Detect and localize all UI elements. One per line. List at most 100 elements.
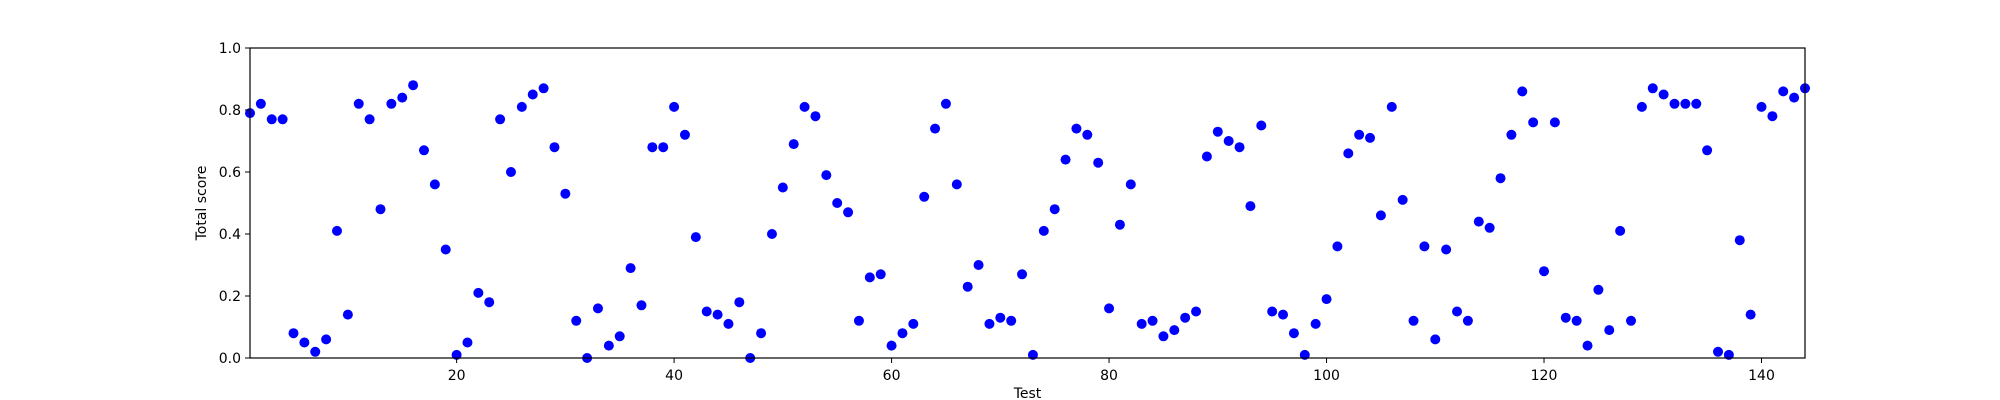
data-point bbox=[1441, 244, 1452, 255]
data-point bbox=[1495, 173, 1506, 184]
data-point bbox=[538, 83, 549, 94]
data-point bbox=[549, 142, 560, 153]
data-point bbox=[984, 318, 995, 329]
data-point bbox=[1636, 101, 1647, 112]
data-point bbox=[1539, 266, 1550, 277]
data-point bbox=[255, 98, 266, 109]
data-point bbox=[679, 129, 690, 140]
data-point bbox=[1332, 241, 1343, 252]
data-points bbox=[245, 80, 1810, 363]
data-point bbox=[1038, 225, 1049, 236]
data-point bbox=[1669, 98, 1680, 109]
data-point bbox=[1060, 154, 1071, 165]
data-point bbox=[636, 300, 647, 311]
data-point bbox=[1658, 89, 1669, 100]
data-point bbox=[321, 334, 332, 345]
data-point bbox=[1560, 312, 1571, 323]
data-point bbox=[1756, 101, 1767, 112]
data-point bbox=[571, 315, 582, 326]
data-point bbox=[669, 101, 680, 112]
data-point bbox=[647, 142, 658, 153]
data-point bbox=[1017, 269, 1028, 280]
data-point bbox=[440, 244, 451, 255]
y-tick-label: 0.6 bbox=[219, 165, 241, 181]
data-point bbox=[614, 331, 625, 342]
data-point bbox=[908, 318, 919, 329]
data-point bbox=[1169, 325, 1180, 336]
data-point bbox=[1201, 151, 1212, 162]
x-tick-label: 100 bbox=[1313, 368, 1340, 384]
data-point bbox=[408, 80, 419, 91]
data-point bbox=[788, 139, 799, 150]
data-point bbox=[1321, 294, 1332, 305]
data-point bbox=[962, 281, 973, 292]
data-point bbox=[930, 123, 941, 134]
data-point bbox=[799, 101, 810, 112]
data-point bbox=[832, 198, 843, 208]
data-point bbox=[592, 303, 603, 314]
data-point bbox=[1734, 235, 1745, 246]
data-point bbox=[1582, 340, 1593, 351]
y-tick-label: 0.8 bbox=[219, 103, 241, 119]
data-point bbox=[1745, 309, 1756, 320]
data-point bbox=[1310, 318, 1321, 329]
data-point bbox=[603, 340, 614, 351]
data-point bbox=[1354, 129, 1365, 140]
data-point bbox=[1343, 148, 1354, 159]
data-point bbox=[277, 114, 288, 125]
data-point bbox=[1506, 129, 1517, 140]
data-point bbox=[1549, 117, 1560, 128]
data-point bbox=[712, 309, 723, 320]
x-axis-label: Test bbox=[1013, 386, 1042, 400]
data-point bbox=[1528, 117, 1539, 128]
data-point bbox=[1256, 120, 1267, 131]
x-tick-label: 20 bbox=[448, 368, 466, 384]
data-point bbox=[1223, 136, 1234, 146]
data-point bbox=[560, 188, 571, 199]
data-point bbox=[1267, 306, 1278, 317]
data-point bbox=[364, 114, 375, 125]
data-point bbox=[973, 260, 984, 270]
data-point bbox=[1789, 92, 1800, 103]
data-point bbox=[1104, 303, 1115, 314]
data-point bbox=[1082, 129, 1093, 140]
data-point bbox=[843, 207, 854, 218]
data-point bbox=[299, 337, 310, 348]
data-point bbox=[1191, 306, 1202, 317]
plot-frame bbox=[249, 47, 1806, 359]
data-point bbox=[1604, 325, 1615, 336]
data-point bbox=[1006, 315, 1017, 326]
data-point bbox=[1288, 328, 1299, 339]
data-point bbox=[375, 204, 386, 215]
data-point bbox=[1278, 309, 1289, 320]
data-point bbox=[484, 297, 495, 308]
data-point bbox=[1234, 142, 1245, 153]
data-point bbox=[723, 318, 734, 329]
data-point bbox=[1713, 346, 1724, 357]
data-point bbox=[1702, 145, 1713, 156]
data-point bbox=[342, 309, 353, 320]
data-point bbox=[429, 179, 440, 190]
data-point bbox=[310, 346, 321, 357]
data-point bbox=[516, 101, 527, 112]
data-point bbox=[1593, 284, 1604, 295]
y-tick-label: 0.2 bbox=[219, 289, 241, 305]
data-point bbox=[266, 114, 277, 125]
data-point bbox=[864, 272, 875, 283]
data-point bbox=[701, 306, 712, 317]
data-point bbox=[1212, 126, 1223, 137]
data-point bbox=[288, 328, 299, 339]
data-point bbox=[658, 142, 669, 153]
data-point bbox=[1615, 225, 1626, 236]
data-point bbox=[1386, 101, 1397, 112]
data-point bbox=[777, 182, 788, 193]
data-point bbox=[495, 114, 506, 125]
data-point bbox=[331, 225, 342, 236]
y-axis-label: Total score bbox=[194, 166, 210, 242]
data-point bbox=[1452, 306, 1463, 317]
data-point bbox=[1484, 222, 1495, 233]
data-point bbox=[875, 269, 886, 280]
y-tick-label: 1.0 bbox=[219, 41, 241, 57]
data-point bbox=[919, 191, 930, 202]
